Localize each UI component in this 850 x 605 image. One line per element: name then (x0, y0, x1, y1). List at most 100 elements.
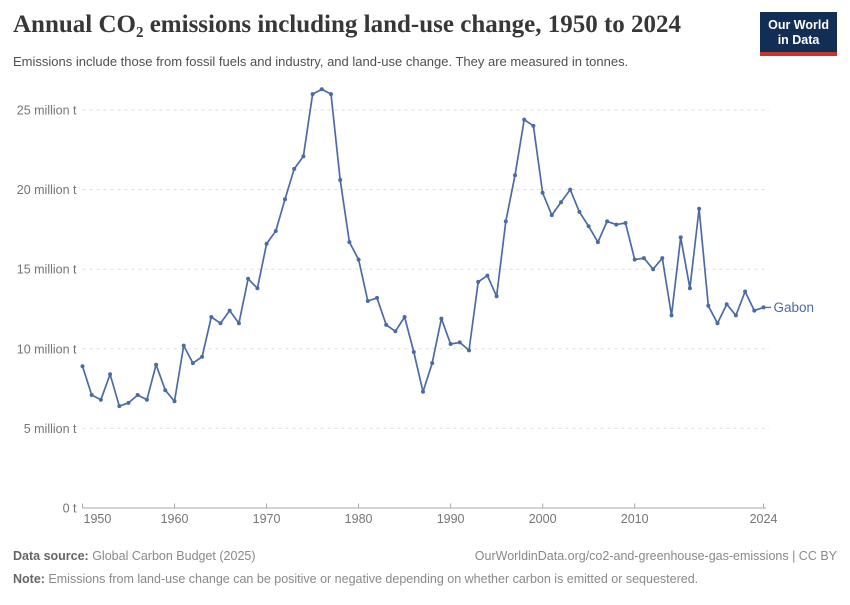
data-point[interactable] (559, 200, 563, 205)
x-axis-label: 2000 (529, 512, 557, 526)
data-point[interactable] (421, 389, 425, 394)
data-point[interactable] (531, 123, 536, 128)
data-point[interactable] (568, 187, 573, 192)
data-point[interactable] (236, 321, 241, 326)
data-point[interactable] (651, 267, 656, 272)
data-point[interactable] (135, 393, 140, 397)
data-point[interactable] (246, 276, 251, 281)
chart-subtitle: Emissions include those from fossil fuel… (13, 54, 629, 69)
data-point[interactable] (117, 404, 122, 409)
data-point[interactable] (227, 308, 232, 313)
data-point[interactable] (669, 313, 674, 318)
data-point[interactable] (623, 221, 628, 225)
data-point[interactable] (329, 92, 333, 97)
y-axis-label: 15 million t (17, 263, 77, 277)
data-point[interactable] (494, 294, 499, 299)
data-point[interactable] (522, 117, 527, 122)
data-point[interactable] (283, 197, 287, 202)
data-point[interactable] (485, 273, 490, 278)
data-point[interactable] (678, 235, 683, 240)
data-point[interactable] (614, 222, 619, 227)
data-point[interactable] (632, 257, 637, 262)
data-point[interactable] (89, 393, 94, 397)
data-point[interactable] (411, 350, 416, 354)
data-point[interactable] (540, 190, 545, 195)
data-point[interactable] (172, 399, 177, 404)
data-point[interactable] (513, 173, 517, 178)
gabon-line[interactable] (81, 88, 765, 407)
page-title: Annual CO₂ emissions including land-use … (13, 11, 682, 38)
data-point[interactable] (98, 397, 103, 402)
data-point[interactable] (752, 308, 757, 313)
data-point[interactable] (687, 286, 692, 291)
data-point[interactable] (190, 361, 195, 366)
data-point[interactable] (457, 340, 462, 345)
data-point[interactable] (154, 362, 159, 367)
data-point[interactable] (660, 256, 665, 261)
data-point[interactable] (761, 305, 766, 310)
data-point[interactable] (448, 342, 453, 346)
data-point[interactable] (338, 178, 343, 182)
data-point[interactable] (292, 166, 297, 171)
data-point[interactable] (605, 219, 610, 224)
x-axis-label: 2010 (621, 512, 649, 526)
x-axis-label: 1950 (84, 512, 112, 526)
data-point[interactable] (144, 397, 149, 402)
data-point[interactable] (430, 361, 435, 366)
data-point[interactable] (577, 209, 582, 214)
data-source: Data source: Global Carbon Budget (2025) (13, 549, 256, 564)
data-point[interactable] (697, 206, 702, 211)
data-point[interactable] (641, 256, 646, 261)
data-point[interactable] (181, 343, 186, 348)
chart-note: Note: Emissions from land-use change can… (13, 572, 837, 587)
data-point[interactable] (706, 303, 711, 308)
data-point[interactable] (365, 299, 370, 303)
note-label: Note: (13, 572, 45, 586)
data-point[interactable] (255, 286, 260, 291)
data-source-label: Data source: (13, 549, 89, 563)
data-point[interactable] (108, 372, 113, 377)
data-point[interactable] (743, 289, 748, 294)
data-point[interactable] (200, 354, 205, 359)
data-point[interactable] (273, 229, 278, 233)
data-point[interactable] (163, 388, 168, 393)
data-point[interactable] (476, 279, 481, 284)
data-point[interactable] (402, 315, 407, 319)
data-point[interactable] (264, 241, 269, 246)
data-point[interactable] (126, 400, 131, 405)
x-axis-label: 1990 (437, 512, 465, 526)
data-point[interactable] (319, 87, 324, 92)
data-point[interactable] (439, 316, 444, 321)
data-point[interactable] (347, 240, 352, 245)
y-axis-label: 10 million t (17, 342, 77, 356)
data-point[interactable] (301, 154, 306, 159)
owid-logo-line2: in Data (777, 33, 820, 47)
data-point[interactable] (724, 302, 729, 307)
data-point[interactable] (467, 348, 471, 353)
data-point[interactable] (549, 213, 554, 218)
y-axis-label: 20 million t (17, 183, 77, 197)
data-point[interactable] (209, 315, 214, 319)
x-axis-label: 1960 (161, 512, 189, 526)
y-axis-label: 0 t (63, 502, 77, 516)
data-point[interactable] (503, 219, 508, 224)
data-point[interactable] (310, 92, 315, 97)
data-point[interactable] (586, 224, 591, 229)
owid-logo: Our World in Data (760, 12, 837, 56)
data-point[interactable] (375, 295, 379, 300)
data-point[interactable] (733, 313, 738, 318)
data-point[interactable] (384, 322, 389, 327)
citation-link[interactable]: OurWorldinData.org/co2-and-greenhouse-ga… (474, 549, 837, 563)
data-source-value: Global Carbon Budget (2025) (88, 549, 256, 563)
x-axis-label: 1970 (253, 512, 281, 526)
data-point[interactable] (715, 321, 720, 326)
x-axis-label: 2024 (750, 512, 778, 526)
data-point[interactable] (80, 364, 85, 369)
data-point[interactable] (393, 329, 398, 334)
y-axis-label: 5 million t (24, 422, 77, 436)
data-point[interactable] (356, 257, 361, 262)
data-point[interactable] (595, 240, 600, 245)
data-point[interactable] (218, 321, 223, 326)
entity-label-gabon[interactable]: Gabon (774, 300, 815, 315)
